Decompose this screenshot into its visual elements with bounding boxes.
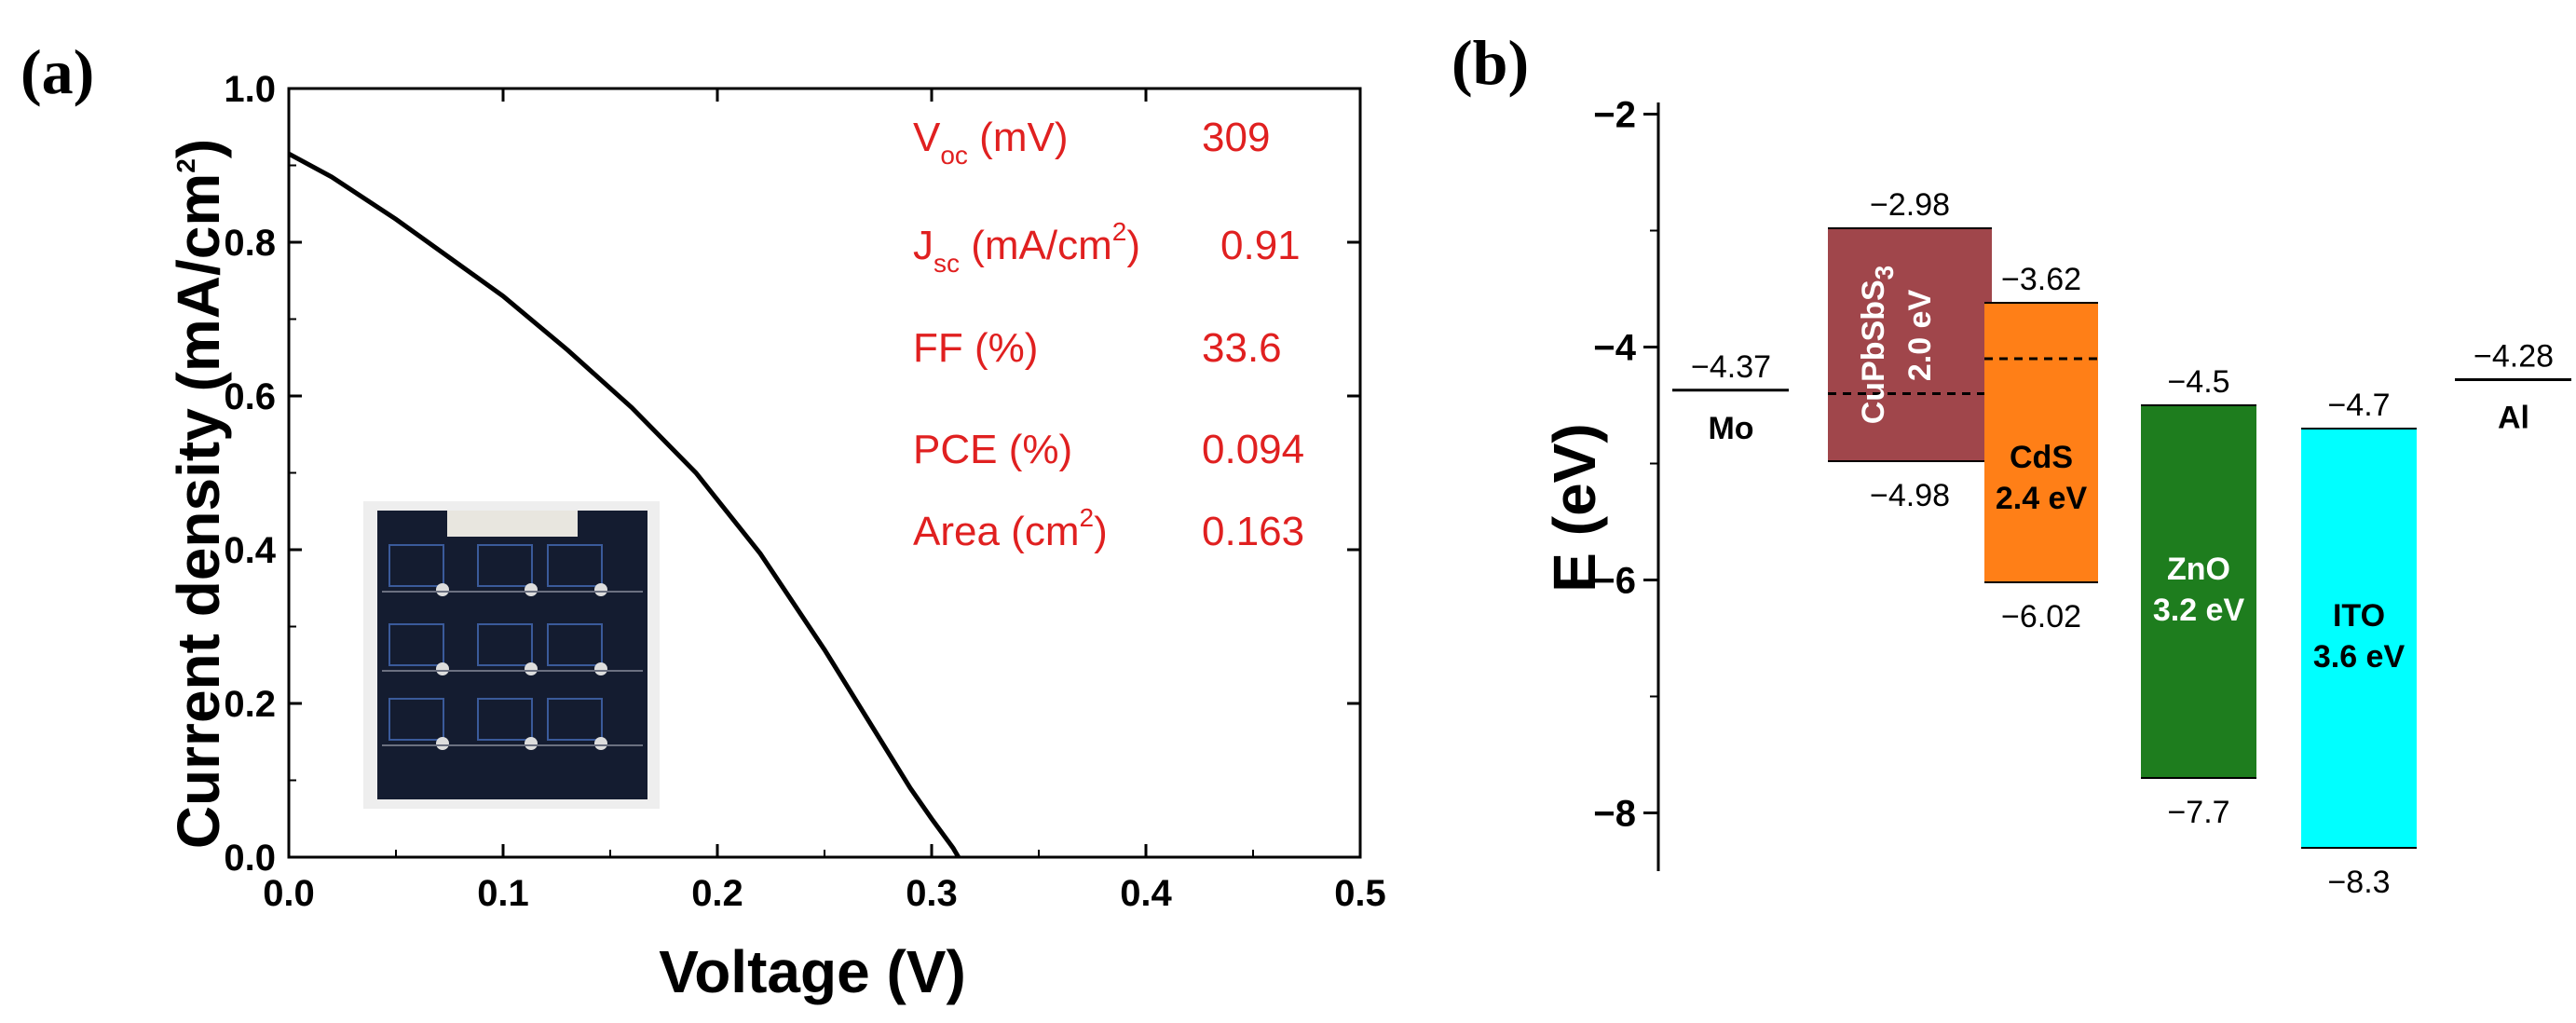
metal-level-value: −4.37 — [1691, 349, 1771, 385]
y-tick-label: 0.4 — [224, 530, 276, 571]
x-tick-label: 0.3 — [906, 873, 958, 914]
cb-value: −3.62 — [2001, 262, 2081, 297]
band-gap-label: 2.4 eV — [1996, 481, 2088, 516]
y-tick-label: −6 — [1593, 561, 1636, 602]
contact-dot — [436, 583, 449, 596]
band-name: CdS — [2010, 440, 2073, 475]
vb-value: −8.3 — [2327, 865, 2390, 900]
y-tick-label: 0.2 — [224, 684, 276, 725]
electrode-outline — [477, 623, 533, 666]
stat-label: FF (%) — [913, 325, 1038, 371]
electrode-outline — [477, 698, 533, 741]
band-name: CuPbSbS3 — [1856, 266, 1899, 424]
metal-name: Al — [2498, 401, 2529, 436]
band-name: ITO — [2333, 598, 2385, 634]
y-tick-label: −8 — [1593, 794, 1636, 835]
band-rect — [2301, 429, 2417, 848]
device-stats: Voc (mV) 309 Jsc (mA/cm2) 0.91 FF (%) 33.6 PCE… — [913, 115, 1304, 554]
stat-value: 33.6 — [1202, 325, 1282, 371]
band-gap-label: 2.0 eV — [1902, 290, 1938, 382]
contact-dot — [594, 662, 607, 675]
vb-value: −7.7 — [2167, 795, 2229, 830]
electrode-outline — [388, 544, 444, 587]
electrode-outline — [477, 544, 533, 587]
panel-a-axes: 0.0 0.1 0.2 0.3 0.4 0.5 0.0 0.2 0.4 0.6 0.8 1.0 — [224, 69, 1385, 914]
panel-a-curve-group — [287, 151, 961, 859]
band-rect — [1828, 228, 1992, 461]
vb-value: −6.02 — [2001, 599, 2081, 634]
band-rect — [1984, 303, 2098, 582]
panel-a-ylabel: Current density (mA/cm2) — [165, 139, 232, 849]
cb-value: −4.5 — [2167, 364, 2229, 400]
contact-dot — [525, 662, 538, 675]
x-tick-label: 0.0 — [263, 873, 315, 914]
electrode-outline — [547, 698, 603, 741]
stat-label: PCE (%) — [913, 427, 1072, 472]
y-tick-label: 0.8 — [224, 223, 276, 264]
electrode-outline — [388, 623, 444, 666]
jv-curve — [287, 151, 961, 859]
band-gap-label: 3.6 eV — [2313, 639, 2406, 675]
contact-dot — [594, 583, 607, 596]
x-tick-label: 0.5 — [1334, 873, 1386, 914]
x-tick-label: 0.1 — [477, 873, 529, 914]
vb-value: −4.98 — [1870, 478, 1950, 513]
contact-dot — [436, 737, 449, 750]
electrode-outline — [547, 623, 603, 666]
x-tick-label: 0.2 — [691, 873, 743, 914]
electrode-outline — [547, 544, 603, 587]
stat-label: Area (cm2) — [913, 503, 1108, 554]
band-name: ZnO — [2167, 552, 2230, 587]
metal-name: Mo — [1708, 411, 1753, 446]
band-rect — [2141, 405, 2256, 778]
cb-value: −2.98 — [1870, 187, 1950, 223]
band-gap-label: 3.2 eV — [2153, 593, 2245, 628]
y-tick-label: −4 — [1593, 328, 1636, 369]
panel-b-axes: −2 −4 −6 −8 — [1593, 95, 1660, 871]
y-tick-label: −2 — [1593, 95, 1636, 136]
y-tick-label: 0.0 — [224, 838, 276, 879]
contact-dot — [594, 737, 607, 750]
stat-label: Voc (mV) — [913, 115, 1068, 170]
panel-a-label: (a) — [20, 36, 94, 107]
stat-value: 0.094 — [1202, 427, 1304, 472]
stat-value: 0.91 — [1220, 223, 1301, 268]
y-tick-label: 1.0 — [224, 69, 276, 110]
panel-b-ylabel: E (eV) — [1541, 423, 1608, 592]
contact-dot — [525, 583, 538, 596]
cb-value: −4.7 — [2327, 388, 2390, 423]
electrode-grid — [382, 544, 643, 750]
panel-a-xlabel: Voltage (V) — [659, 938, 966, 1005]
contact-dot — [436, 662, 449, 675]
stat-label: Jsc (mA/cm2) — [913, 217, 1140, 278]
x-tick-label: 0.4 — [1120, 873, 1172, 914]
solar-cell-photo-inset — [363, 501, 660, 809]
electrode-outline — [388, 698, 444, 741]
stat-value: 309 — [1202, 115, 1270, 160]
metal-level-value: −4.28 — [2474, 339, 2554, 375]
contact-dot — [525, 737, 538, 750]
y-tick-label: 0.6 — [224, 376, 276, 417]
panel-b-label: (b) — [1452, 27, 1529, 98]
stat-value: 0.163 — [1202, 509, 1304, 554]
